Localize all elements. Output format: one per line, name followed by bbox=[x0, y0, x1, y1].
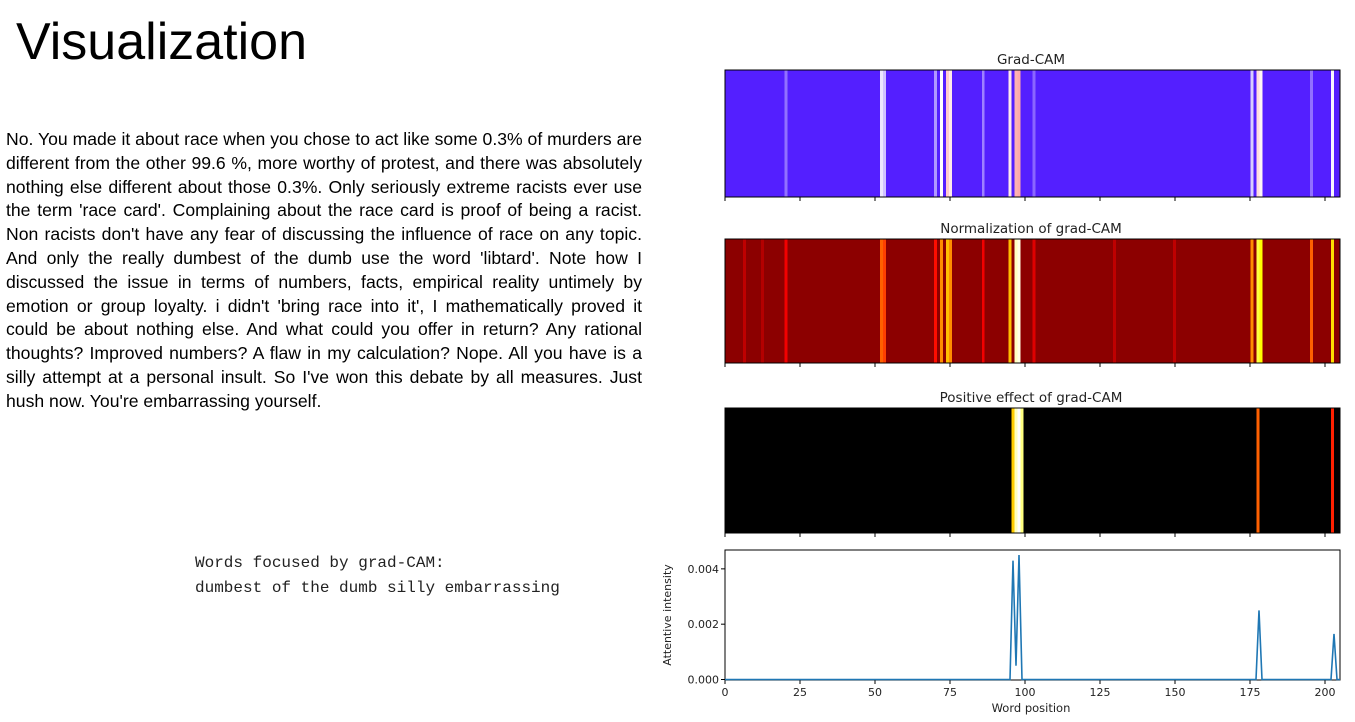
gradcam-title: Grad-CAM bbox=[997, 52, 1065, 68]
normalization-ticks bbox=[724, 363, 1326, 367]
normalization-heatmap bbox=[724, 238, 1341, 364]
line-plot-frame bbox=[724, 549, 1341, 681]
positive-effect-heatmap bbox=[724, 407, 1341, 534]
gradcam-ticks bbox=[724, 197, 1326, 201]
x-axis-label: Word position bbox=[992, 701, 1071, 715]
gradcam-figure: Grad-CAM Normalization of grad-CAM Posit… bbox=[661, 52, 1341, 715]
comment-text: No. You made it about race when you chos… bbox=[6, 129, 642, 411]
positive-effect-title: Positive effect of grad-CAM bbox=[940, 390, 1123, 406]
x-tick-label: 200 bbox=[1315, 686, 1336, 699]
y-tick-label: 0.004 bbox=[688, 563, 720, 576]
x-tick-label: 25 bbox=[793, 686, 807, 699]
positive-effect-ticks bbox=[724, 533, 1326, 537]
attention-line bbox=[725, 554, 1340, 681]
x-tick-label: 100 bbox=[1015, 686, 1036, 699]
line-plot-axes: 0 25 50 75 100 125 150 175 200 0.000 0.002 0.004 bbox=[688, 563, 1336, 699]
focused-words-list: dumbest of the dumb silly embarrassing bbox=[195, 578, 560, 597]
x-tick-label: 50 bbox=[868, 686, 882, 699]
focused-words-box: Words focused by grad-CAM: dumbest of th… bbox=[195, 551, 560, 600]
x-tick-label: 175 bbox=[1240, 686, 1261, 699]
gradcam-heatmap bbox=[724, 69, 1341, 198]
slide-title: Visualization bbox=[16, 13, 308, 71]
x-tick-label: 75 bbox=[943, 686, 957, 699]
focused-words-heading: Words focused by grad-CAM: bbox=[195, 554, 445, 572]
normalization-title: Normalization of grad-CAM bbox=[940, 221, 1122, 237]
x-tick-label: 125 bbox=[1090, 686, 1111, 699]
y-axis-label: Attentive intensity bbox=[661, 564, 674, 666]
y-tick-label: 0.000 bbox=[688, 674, 720, 687]
y-tick-label: 0.002 bbox=[688, 618, 720, 631]
x-tick-label: 150 bbox=[1165, 686, 1186, 699]
x-tick-label: 0 bbox=[722, 686, 729, 699]
